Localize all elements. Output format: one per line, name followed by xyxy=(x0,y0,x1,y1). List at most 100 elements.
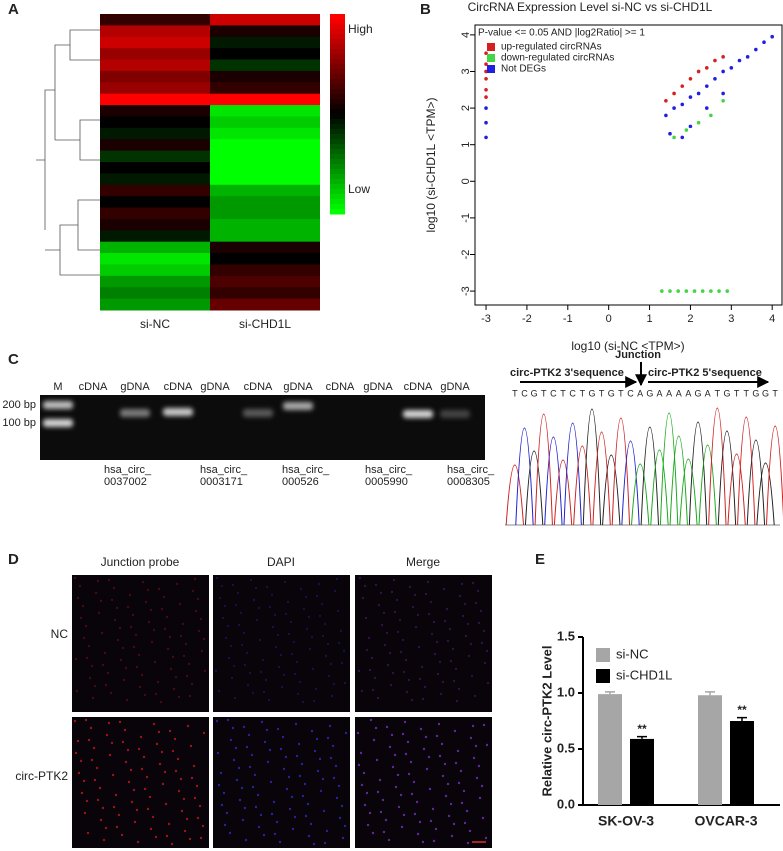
base-letter: C xyxy=(550,388,557,398)
cell-signal xyxy=(129,625,133,629)
cell-signal xyxy=(275,820,279,824)
heatmap-cell xyxy=(210,173,320,186)
cell-signal xyxy=(435,734,439,738)
cell-signal xyxy=(169,667,173,671)
cell-signal xyxy=(259,813,263,817)
heatmap-cell xyxy=(210,196,320,209)
cell-signal xyxy=(143,787,147,791)
cell-signal xyxy=(305,627,309,631)
scatter-point xyxy=(668,289,672,293)
cell-signal xyxy=(414,625,418,629)
cell-signal xyxy=(182,797,186,801)
cell-signal xyxy=(135,665,139,669)
heatmap-cell xyxy=(100,264,210,277)
lane-label: gDNA xyxy=(120,381,150,393)
cell-signal xyxy=(277,665,281,669)
cell-signal xyxy=(424,735,428,739)
cell-signal xyxy=(441,680,445,684)
cell-signal xyxy=(112,805,116,809)
cell-signal xyxy=(407,678,411,682)
base-letter: A xyxy=(637,388,643,398)
cell-signal xyxy=(161,782,165,786)
cell-signal xyxy=(81,604,85,608)
cell-signal xyxy=(335,796,339,800)
heatmap-cell xyxy=(210,207,320,220)
cell-signal xyxy=(119,658,123,662)
cell-signal xyxy=(445,607,449,611)
x-tick-label: 1 xyxy=(646,313,652,325)
cell-signal xyxy=(476,589,480,593)
cell-signal xyxy=(171,655,175,659)
cell-signal xyxy=(168,729,172,733)
scatter-point xyxy=(688,77,693,81)
cell-signal xyxy=(82,779,86,783)
base-letter: T xyxy=(541,388,547,398)
cell-signal xyxy=(278,840,282,844)
colorbar-step xyxy=(330,99,345,105)
cell-signal xyxy=(120,833,124,837)
cell-signal xyxy=(477,764,481,768)
cell-signal xyxy=(321,777,325,781)
sample-label: hsa_circ_ xyxy=(104,464,152,476)
cell-signal xyxy=(226,718,230,722)
cell-signal xyxy=(341,836,345,840)
cell-signal xyxy=(190,776,194,780)
colorbar-step xyxy=(330,189,345,195)
cell-signal xyxy=(251,691,255,695)
cell-signal xyxy=(159,700,163,704)
scatter-point xyxy=(688,124,693,129)
trace-peak xyxy=(756,462,775,526)
cell-signal xyxy=(402,813,406,817)
bar xyxy=(730,721,754,805)
colorbar-step xyxy=(330,14,345,20)
cell-signal xyxy=(84,624,88,628)
trace-peak xyxy=(766,425,783,526)
cell-signal xyxy=(468,829,472,833)
cell-signal xyxy=(127,780,131,784)
cell-signal xyxy=(168,635,172,639)
cell-signal xyxy=(301,700,305,704)
trace-peak xyxy=(737,416,756,526)
cell-signal xyxy=(306,802,310,806)
cell-signal xyxy=(78,584,82,588)
cell-signal xyxy=(112,586,116,590)
cell-signal xyxy=(448,627,452,631)
cell-signal xyxy=(258,638,262,642)
heatmap-cell xyxy=(100,48,210,61)
cell-signal xyxy=(304,814,308,818)
cell-signal xyxy=(482,723,486,727)
cell-signal xyxy=(454,761,458,765)
cell-signal xyxy=(410,698,414,702)
cell-signal xyxy=(245,651,249,655)
cell-signal xyxy=(216,751,220,755)
cell-signal xyxy=(186,724,190,728)
cell-signal xyxy=(91,696,95,700)
cell-signal xyxy=(264,678,268,682)
cell-signal xyxy=(73,576,77,580)
cell-signal xyxy=(404,658,408,662)
cell-signal xyxy=(452,679,456,683)
scatter-point xyxy=(680,135,685,140)
cell-signal xyxy=(228,831,232,835)
cell-signal xyxy=(360,783,364,787)
cell-signal xyxy=(394,785,398,789)
dendrogram xyxy=(36,29,100,276)
cell-signal xyxy=(318,614,322,618)
heatmap-cell xyxy=(210,93,320,106)
cell-signal xyxy=(234,603,238,607)
cell-signal xyxy=(429,819,433,823)
cell-signal xyxy=(249,578,253,582)
colorbar-step xyxy=(330,169,345,175)
legend-title: P-value <= 0.05 AND |log2Ratio| >= 1 xyxy=(478,28,645,39)
cell-signal xyxy=(298,680,302,684)
cell-signal xyxy=(121,740,125,744)
cell-signal xyxy=(382,611,386,615)
colorbar-step xyxy=(330,24,345,30)
cell-signal xyxy=(173,737,177,741)
cell-signal xyxy=(132,645,136,649)
cell-signal xyxy=(290,795,294,799)
cell-signal xyxy=(427,755,431,759)
scatter-point xyxy=(668,131,672,136)
cell-signal xyxy=(485,743,489,747)
cell-signal xyxy=(419,727,423,731)
